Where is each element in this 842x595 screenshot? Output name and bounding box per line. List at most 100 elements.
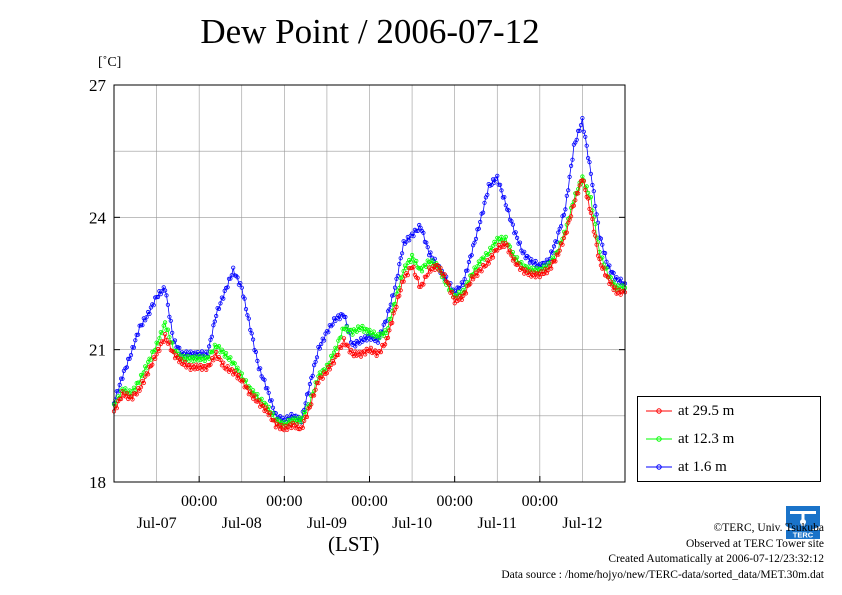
data-point xyxy=(570,157,575,162)
data-point xyxy=(314,355,320,360)
data-point xyxy=(458,293,463,298)
data-point xyxy=(368,345,373,350)
data-point xyxy=(486,261,491,266)
data-point xyxy=(157,348,162,353)
data-point xyxy=(459,297,464,302)
data-point xyxy=(341,336,347,341)
data-point xyxy=(216,306,222,311)
data-point xyxy=(211,349,216,354)
x-tick-date-label: Jul-10 xyxy=(392,515,432,532)
data-point xyxy=(243,378,249,383)
data-point xyxy=(576,187,581,192)
data-point xyxy=(591,189,596,194)
data-point xyxy=(490,177,496,182)
data-point xyxy=(492,180,497,185)
data-point xyxy=(429,258,435,263)
data-point xyxy=(126,356,131,361)
data-point xyxy=(202,358,207,364)
data-point xyxy=(612,285,618,290)
data-point xyxy=(434,262,439,268)
data-point xyxy=(414,258,419,264)
data-point xyxy=(153,356,158,361)
data-point xyxy=(231,265,236,270)
data-point xyxy=(594,242,599,247)
data-point xyxy=(576,128,581,133)
data-point xyxy=(517,240,523,245)
data-point xyxy=(170,330,175,335)
x-tick-date-label: Jul-09 xyxy=(307,515,347,532)
data-point xyxy=(266,404,271,409)
data-point xyxy=(167,340,172,345)
data-point xyxy=(381,333,386,338)
data-point xyxy=(340,342,345,347)
data-point xyxy=(428,250,433,255)
x-tick-time-label: 00:00 xyxy=(436,493,472,510)
data-point xyxy=(114,406,119,411)
data-point xyxy=(483,263,488,268)
data-point xyxy=(177,360,182,365)
data-point xyxy=(496,182,501,187)
data-point xyxy=(581,129,586,134)
data-point xyxy=(590,216,595,222)
data-point xyxy=(354,329,359,334)
data-point xyxy=(320,376,325,381)
data-point xyxy=(409,252,415,258)
data-point xyxy=(172,338,178,343)
data-point xyxy=(456,297,461,302)
legend-label: at 12.3 m xyxy=(678,430,735,447)
data-point xyxy=(277,427,283,432)
data-point xyxy=(564,193,569,198)
data-point xyxy=(273,425,278,430)
data-point xyxy=(387,328,392,333)
data-point xyxy=(282,428,287,433)
data-point xyxy=(435,263,440,268)
data-point xyxy=(138,385,144,390)
data-point xyxy=(375,340,381,345)
data-point xyxy=(377,336,382,341)
data-point xyxy=(163,320,168,325)
data-point xyxy=(585,156,591,161)
data-point xyxy=(499,188,504,193)
data-point xyxy=(526,255,531,260)
data-point xyxy=(556,230,561,235)
data-point xyxy=(234,372,239,377)
data-point xyxy=(167,335,172,340)
x-tick-date-label: Jul-08 xyxy=(222,515,262,532)
data-point xyxy=(353,349,358,354)
legend-item-29-5m: at 29.5 m xyxy=(646,401,734,421)
data-point xyxy=(415,276,420,281)
data-point xyxy=(182,359,188,364)
data-point xyxy=(283,423,288,428)
data-point xyxy=(462,276,467,282)
y-axis-unit: [˚C] xyxy=(98,55,122,70)
data-point xyxy=(120,376,125,381)
data-point xyxy=(421,230,426,235)
data-point xyxy=(479,269,484,274)
data-point xyxy=(411,264,416,269)
data-point xyxy=(604,259,609,264)
data-point xyxy=(533,275,538,280)
data-point xyxy=(245,313,250,318)
data-point xyxy=(251,337,256,342)
data-point xyxy=(461,282,466,287)
data-point xyxy=(116,389,121,394)
data-point xyxy=(276,423,281,428)
data-point xyxy=(157,336,162,341)
data-point xyxy=(551,244,557,249)
data-point xyxy=(302,418,307,423)
data-point xyxy=(155,341,161,346)
data-point xyxy=(212,354,217,359)
data-point xyxy=(163,331,168,337)
data-point xyxy=(401,279,406,284)
x-tick-time-label: 00:00 xyxy=(181,493,217,510)
data-point xyxy=(361,337,366,342)
x-tick-date-label: Jul-07 xyxy=(137,515,177,532)
data-point xyxy=(165,302,170,307)
data-point xyxy=(154,352,159,357)
data-point xyxy=(384,319,389,324)
data-point xyxy=(258,366,263,371)
data-point xyxy=(588,171,594,176)
data-point xyxy=(192,367,197,372)
data-point xyxy=(502,195,507,200)
data-point xyxy=(235,275,240,280)
